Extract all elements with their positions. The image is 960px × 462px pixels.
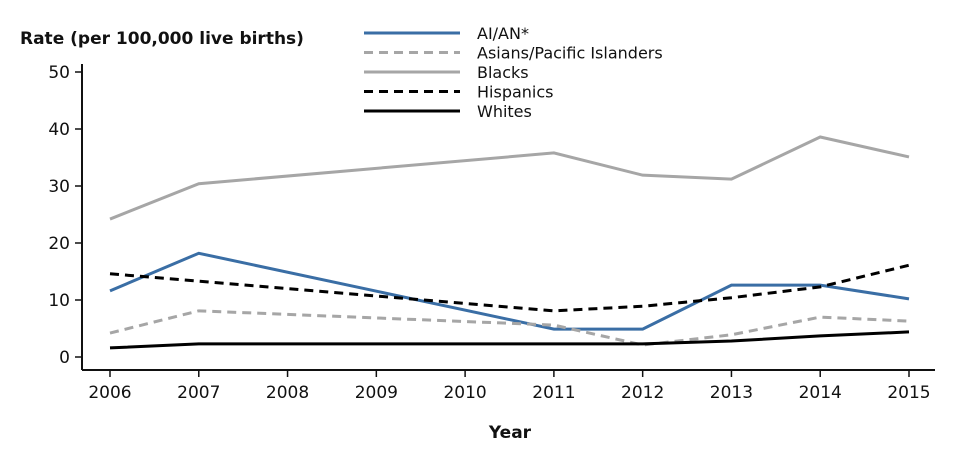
y-tick-label: 50 xyxy=(48,63,70,83)
legend-label: Whites xyxy=(477,102,532,121)
series-line xyxy=(109,263,910,313)
x-tick-label: 2009 xyxy=(355,383,398,403)
x-tick-label: 2006 xyxy=(88,383,131,403)
x-axis-label: Year xyxy=(488,423,532,443)
x-tick-label: 2010 xyxy=(443,383,486,403)
x-tick-label: 2013 xyxy=(710,383,753,403)
y-tick-label: 20 xyxy=(48,234,70,254)
legend-label: Hispanics xyxy=(477,83,554,102)
y-tick-label: 30 xyxy=(48,177,70,197)
y-tick-label: 0 xyxy=(59,348,70,368)
legend-label: AI/AN* xyxy=(477,24,529,43)
y-tick-label: 10 xyxy=(48,291,70,311)
y-tick-label: 40 xyxy=(48,120,70,140)
series-line xyxy=(109,330,910,350)
series-line xyxy=(109,251,910,331)
x-tick-label: 2014 xyxy=(799,383,842,403)
x-tick-label: 2007 xyxy=(177,383,220,403)
x-tick-label: 2015 xyxy=(887,383,930,403)
y-axis-label: Rate (per 100,000 live births) xyxy=(20,29,304,49)
x-tick-label: 2011 xyxy=(532,383,575,403)
legend-label: Asians/Pacific Islanders xyxy=(477,44,663,63)
series-line xyxy=(109,135,910,221)
x-tick-label: 2012 xyxy=(621,383,664,403)
legend-label: Blacks xyxy=(477,63,529,82)
series-line xyxy=(109,309,910,347)
x-tick-label: 2008 xyxy=(266,383,309,403)
